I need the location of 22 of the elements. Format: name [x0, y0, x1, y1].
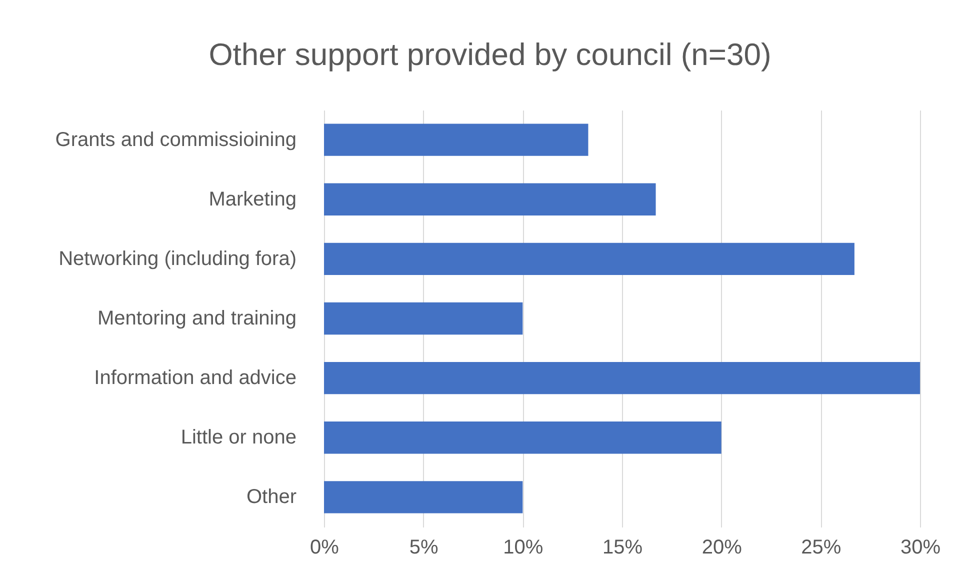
y-tick-label: Information and advice — [94, 367, 296, 390]
bar — [324, 124, 588, 156]
bar — [324, 362, 920, 394]
x-tick-label: 5% — [409, 536, 439, 558]
x-tick-label: 25% — [801, 536, 842, 558]
x-tick-label: 10% — [503, 536, 544, 558]
bar — [324, 183, 656, 216]
bar — [324, 481, 523, 514]
x-tick-label: 30% — [900, 536, 941, 558]
y-tick-label: Mentoring and training — [97, 308, 296, 330]
y-tick-label: Little or none — [180, 426, 296, 449]
y-tick-label: Other — [246, 486, 297, 508]
x-tick-label: 20% — [702, 536, 742, 558]
x-tick-label: 0% — [310, 536, 340, 558]
chart-title: Other support provided by council (n=30) — [208, 37, 772, 72]
bar — [324, 302, 523, 335]
bar — [324, 422, 722, 454]
y-tick-label: Grants and commissioining — [55, 128, 296, 151]
x-tick-label: 15% — [602, 536, 643, 558]
bar — [324, 242, 854, 276]
y-tick-label: Networking (including fora) — [58, 248, 296, 270]
y-tick-label: Marketing — [208, 188, 296, 210]
